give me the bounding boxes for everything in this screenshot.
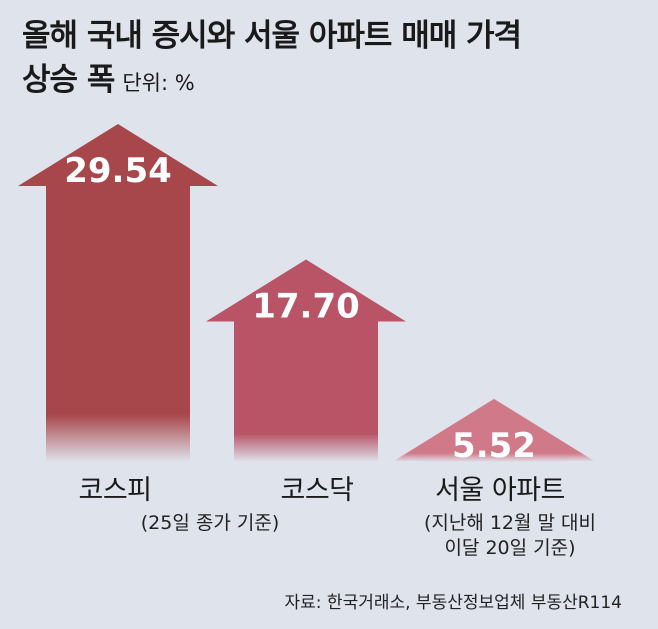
value-label-kosdaq: 17.70 [252, 286, 360, 326]
source-note: 자료: 한국거래소, 부동산정보업체 부동산R114 [284, 593, 622, 613]
arrow-bar-kospi [18, 124, 218, 462]
category-label-seoul-apt: 서울 아파트 [435, 475, 565, 506]
arrow-bar-seoul-apt [394, 398, 594, 462]
category-label-kospi: 코스피 [78, 475, 152, 506]
note-seoul-apt: (지난해 12월 말 대비 이달 20일 기준) [423, 512, 597, 559]
value-label-kospi: 29.54 [64, 151, 172, 191]
note-kospi: (25일 종가 기준) [140, 512, 280, 534]
title-line2-text: 상승 폭 [22, 62, 115, 98]
title-line2: 상승 폭 단위: % [22, 58, 642, 105]
unit-label: 단위: % [122, 71, 195, 95]
chart-title: 올해 국내 증시와 서울 아파트 매매 가격 상승 폭 단위: % [22, 14, 642, 105]
value-label-seoul-apt: 5.52 [452, 426, 536, 466]
arrow-bar-kosdaq [206, 259, 406, 462]
category-label-kosdaq: 코스닥 [280, 475, 354, 506]
title-line1: 올해 국내 증시와 서울 아파트 매매 가격 [22, 18, 522, 54]
